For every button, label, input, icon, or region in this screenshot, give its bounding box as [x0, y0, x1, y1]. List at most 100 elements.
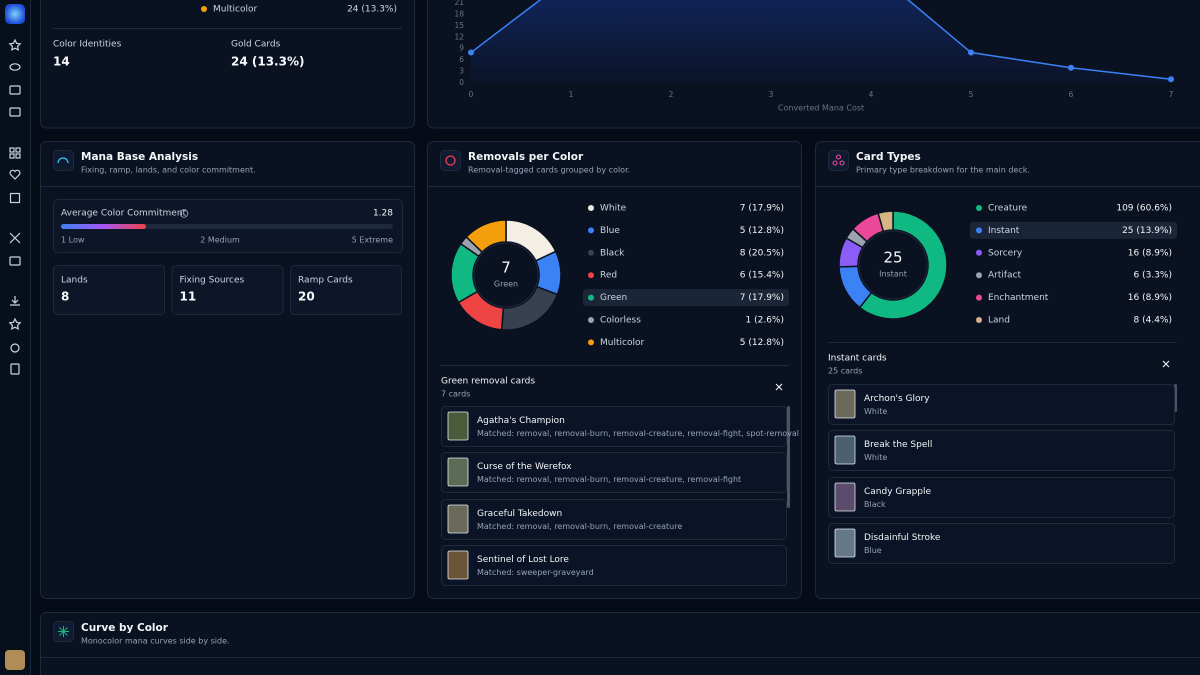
panel-title: Mana Base Analysis: [81, 151, 198, 163]
card-thumbnail: [834, 482, 856, 512]
avatar[interactable]: [5, 650, 25, 670]
legend-name[interactable]: White: [600, 204, 627, 214]
line: [470, 0, 1172, 80]
legend-value: 6 (15.4%): [740, 271, 784, 281]
center-value: 25: [883, 249, 902, 267]
legend-dot: [976, 205, 982, 211]
commitment-value: 1.28: [373, 209, 393, 219]
close-button[interactable]: [1162, 360, 1170, 368]
legend-dot: [588, 272, 594, 279]
list-item[interactable]: [828, 477, 1175, 518]
nav-docs[interactable]: [9, 256, 21, 266]
donut-center: [858, 230, 928, 300]
legend-name[interactable]: Instant: [988, 226, 1020, 236]
list-item[interactable]: [441, 499, 787, 540]
plot: [468, 0, 1174, 83]
legend-dot: [976, 227, 982, 234]
list-item[interactable]: [441, 545, 787, 586]
stat-label: Gold Cards: [231, 40, 281, 50]
legend-name[interactable]: Black: [600, 248, 625, 258]
nav-import[interactable]: [10, 296, 20, 306]
legend-name[interactable]: Sorcery: [988, 248, 1023, 258]
nav-favorites[interactable]: [8, 38, 22, 51]
center-label: Instant: [879, 270, 907, 279]
stat-value: 20: [298, 290, 315, 304]
legend-dot: [976, 249, 982, 256]
card-name: Candy Grapple: [864, 487, 932, 497]
y-tick-label: 0: [459, 78, 464, 87]
legend-highlight: [970, 221, 1177, 239]
donut-center: [473, 242, 539, 308]
sidebar: [0, 0, 31, 675]
legend-value: 5 (12.8%): [740, 226, 784, 236]
stat-label: Lands: [61, 276, 88, 286]
card-thumbnail: [447, 411, 469, 441]
nav-notes[interactable]: [10, 363, 20, 375]
nav-watch[interactable]: [9, 63, 21, 71]
nav-starred[interactable]: [8, 317, 22, 330]
list-count: 7 cards: [441, 390, 470, 399]
info-icon[interactable]: [179, 209, 189, 218]
stat-label: Ramp Cards: [298, 276, 353, 286]
legend-name[interactable]: Artifact: [988, 271, 1022, 281]
list-title: Instant cards: [828, 354, 887, 364]
legend-highlight: [583, 289, 789, 307]
card-detail: Matched: removal, removal-burn, removal-…: [477, 475, 741, 484]
pie-slice[interactable]: [877, 210, 894, 233]
point: [1068, 64, 1074, 71]
logo[interactable]: [5, 4, 25, 24]
x-tick-label: 0: [469, 90, 474, 99]
stat-label: Fixing Sources: [180, 276, 245, 286]
legend-name[interactable]: Blue: [600, 226, 620, 236]
close-button[interactable]: [775, 383, 783, 391]
area: [471, 0, 1171, 83]
x-tick-label: 1: [569, 90, 574, 99]
legend-value: 109 (60.6%): [1116, 204, 1172, 214]
pie-slice[interactable]: [858, 210, 948, 320]
legend-name[interactable]: Enchantment: [988, 293, 1049, 303]
legend-dot: [976, 272, 982, 279]
legend-name[interactable]: Red: [600, 271, 617, 281]
panel-subtitle: Primary type breakdown for the main deck…: [856, 166, 1030, 175]
card-name: Disdainful Stroke: [864, 533, 941, 543]
legend-name: Multicolor: [213, 5, 257, 15]
legend-name[interactable]: Creature: [988, 204, 1028, 214]
pie-slice[interactable]: [465, 219, 507, 254]
legend-name[interactable]: Green: [600, 293, 627, 303]
scrollbar[interactable]: [787, 406, 790, 508]
legend-value: 5 (12.8%): [740, 338, 784, 348]
nav-packages[interactable]: [9, 192, 21, 204]
x-tick-label: 5: [969, 90, 974, 99]
commitment-label: Average Color Commitment: [61, 209, 187, 219]
list-item[interactable]: [828, 384, 1175, 425]
panel-subtitle: Monocolor mana curves side by side.: [81, 637, 230, 646]
legend-name[interactable]: Multicolor: [600, 338, 644, 348]
x-axis-label: Converted Mana Cost: [778, 104, 864, 113]
legend-value: 25 (13.9%): [1122, 226, 1172, 236]
stat-value: 11: [180, 290, 197, 304]
y-tick-label: 21: [454, 0, 464, 7]
card-detail: Blue: [864, 546, 882, 555]
panel-title: Curve by Color: [81, 622, 169, 634]
legend-value: 16 (8.9%): [1128, 248, 1172, 258]
center-label: Green: [494, 280, 518, 289]
card-thumbnail: [447, 457, 469, 487]
nav-library[interactable]: [9, 85, 21, 95]
card-thumbnail: [834, 528, 856, 558]
card-detail: Matched: removal, removal-burn, removal-…: [477, 522, 682, 531]
list-item[interactable]: [441, 452, 787, 493]
nav-apps[interactable]: [9, 147, 21, 159]
legend-value: 6 (3.3%): [1134, 271, 1172, 281]
list-item[interactable]: [828, 523, 1175, 564]
list-item[interactable]: [441, 406, 787, 447]
legend-value: 7 (17.9%): [740, 293, 784, 303]
card-thumbnail: [834, 389, 856, 419]
nav-map[interactable]: [9, 107, 21, 117]
list-item[interactable]: [828, 430, 1175, 471]
legend-name[interactable]: Land: [988, 316, 1010, 326]
y-tick-label: 3: [459, 67, 464, 76]
nav-lab[interactable]: [10, 343, 20, 353]
nav-likes[interactable]: [9, 169, 21, 180]
nav-tools[interactable]: [9, 232, 21, 244]
legend-name[interactable]: Colorless: [600, 316, 641, 326]
